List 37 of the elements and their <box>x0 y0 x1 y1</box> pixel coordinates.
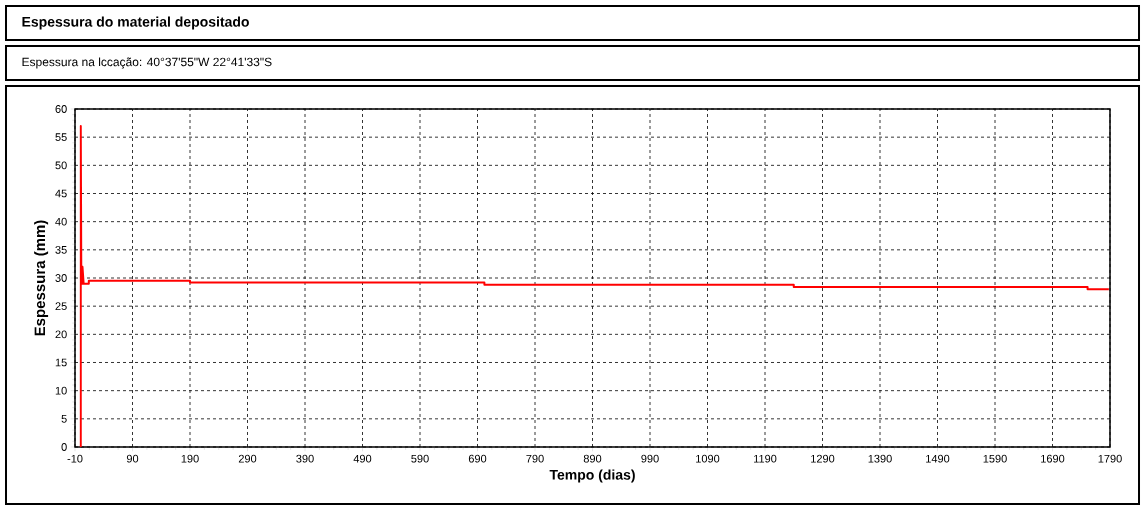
y-tick-label: 50 <box>55 161 67 170</box>
y-axis-title: Espessura (mm) <box>34 220 49 336</box>
x-tick-label: 1490 <box>926 454 950 463</box>
y-tick-label: 5 <box>61 415 67 423</box>
y-tick-label: 55 <box>55 133 67 142</box>
x-tick-label: 190 <box>181 454 199 463</box>
x-tick-label: 1290 <box>811 454 835 463</box>
y-tick-label: 40 <box>55 217 67 226</box>
y-tick-label: 35 <box>55 245 67 254</box>
line-series <box>79 124 1110 447</box>
x-tick-label: 590 <box>411 454 429 463</box>
y-tick-label: 15 <box>55 358 67 367</box>
y-tick-label: 20 <box>55 330 67 339</box>
x-tick-label: 1590 <box>983 454 1007 463</box>
x-tick-label: 690 <box>468 454 487 463</box>
x-tick-label: 790 <box>526 454 544 463</box>
y-tick-label: 0 <box>61 443 67 451</box>
x-tick-label: -10 <box>67 454 83 463</box>
y-tick-label: 45 <box>55 189 67 198</box>
y-tick-label: 30 <box>55 274 67 282</box>
y-tick-label: 25 <box>55 302 67 311</box>
x-tick-label: 1690 <box>1041 454 1065 463</box>
x-axis-title: Tempo (dias) <box>549 469 635 483</box>
x-tick-label: 1190 <box>754 454 777 463</box>
chart-title: Espessura do material depositado <box>22 16 249 30</box>
y-tick-label: 10 <box>55 386 67 395</box>
x-tick-label: 1790 <box>1098 454 1122 463</box>
x-tick-label: 90 <box>126 454 139 463</box>
y-tick-label: 60 <box>55 105 67 113</box>
x-tick-label: 490 <box>353 454 372 463</box>
x-tick-label: 390 <box>296 454 314 463</box>
x-tick-label: 890 <box>583 454 602 463</box>
x-tick-label: 1090 <box>696 454 720 463</box>
x-tick-label: 990 <box>641 454 659 463</box>
x-tick-label: 1390 <box>868 454 892 463</box>
x-tick-label: 290 <box>238 454 257 463</box>
chart-subtitle: Espessura na lccação: 40°37'55"W 22°41'33"S <box>22 57 272 69</box>
